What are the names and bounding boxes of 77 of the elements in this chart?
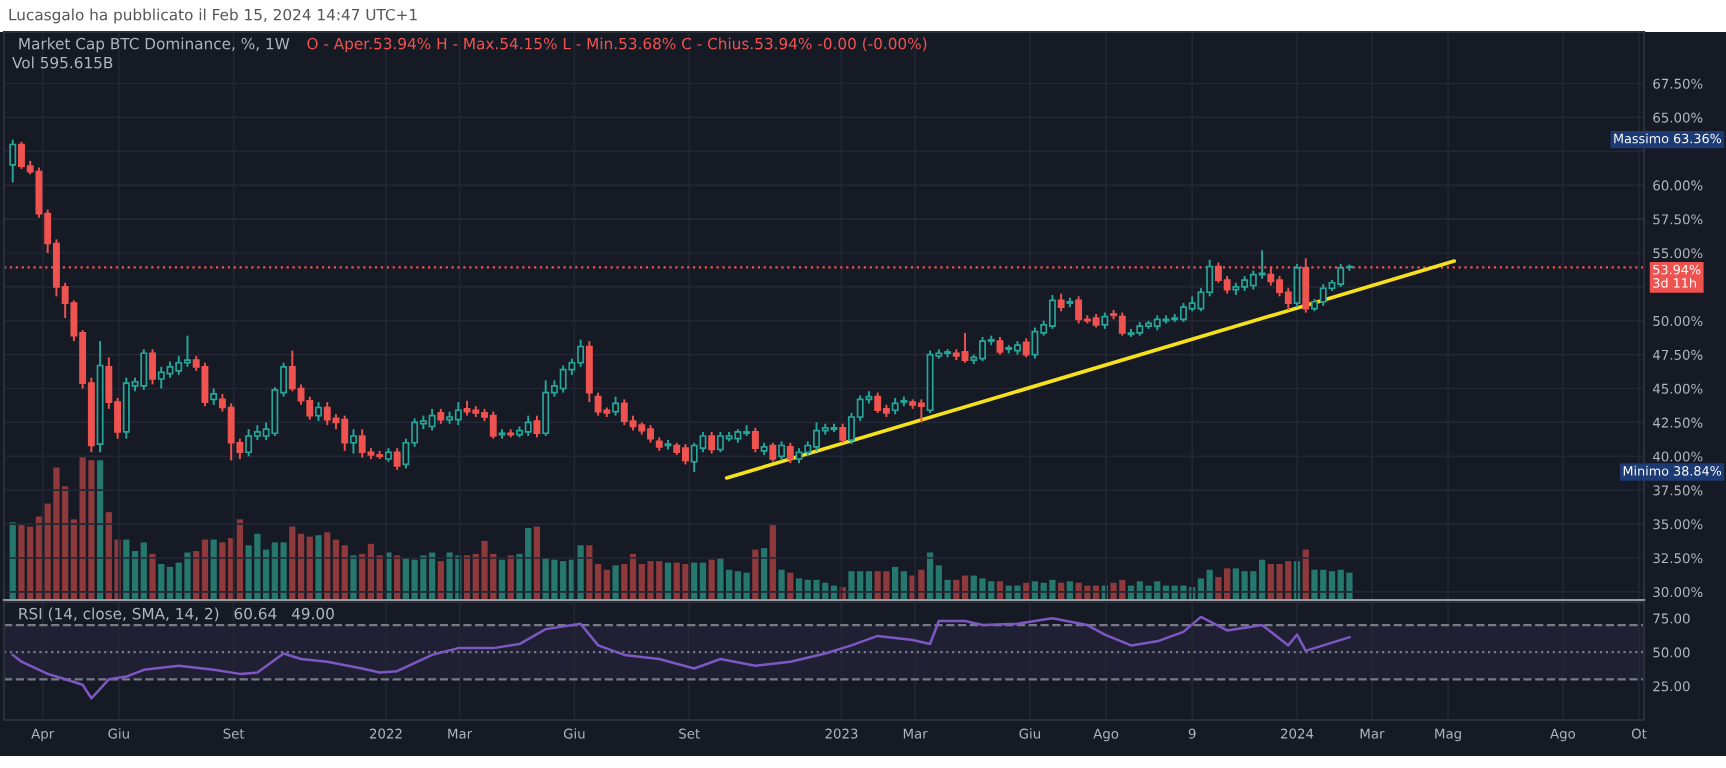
candlestick [140,348,148,391]
candlestick [9,138,17,184]
candlestick [1022,337,1030,359]
candlestick [227,402,235,462]
candlestick [594,391,602,417]
candlestick [786,441,794,465]
candlestick [533,414,541,439]
bar [88,460,95,600]
candlestick [778,440,786,462]
candlestick [917,398,925,424]
candlestick [1031,326,1039,360]
bar [778,569,785,600]
bar [1075,582,1082,600]
bar [280,542,287,600]
bar [446,552,453,600]
bar [315,535,322,600]
candlestick [1048,294,1056,330]
candlestick [751,426,759,454]
bar [883,571,890,600]
bar [53,467,60,600]
bar [1110,582,1117,600]
candlestick [559,364,567,394]
candlestick [350,428,357,455]
bar [743,572,750,600]
candlestick [524,414,532,437]
candlestick [245,428,253,458]
candlestick [306,395,314,421]
bar [612,565,619,600]
candlestick [1258,249,1266,280]
bar [219,542,226,600]
candlestick [1337,262,1345,288]
bar [350,555,357,600]
candlestick [839,422,847,444]
candlestick [874,391,882,414]
bar [717,558,724,600]
candlestick [1284,287,1292,311]
candlestick [315,401,322,423]
candlestick [1075,295,1083,325]
bar [551,559,558,600]
candlestick [175,355,183,376]
candlestick [585,340,593,404]
candlestick [428,407,436,432]
bar [1049,579,1056,600]
candlestick [341,414,349,452]
bar [848,571,855,600]
candlestick [489,410,497,440]
bar [1276,564,1283,600]
candlestick [1118,311,1126,337]
bar [647,561,654,600]
bar [979,578,986,600]
candlestick [708,430,716,455]
candlestick [201,361,209,408]
bar [1241,571,1248,600]
bar [1215,576,1222,600]
candlestick [1319,283,1327,307]
candlestick [612,395,620,417]
candlestick [323,401,331,427]
candlestick [157,365,165,390]
bar [769,525,776,600]
candlestick [961,331,969,364]
bar [813,579,820,600]
bar [184,552,191,600]
candlestick [620,398,628,427]
bar [1346,572,1353,600]
bar [149,553,156,600]
candlestick [769,441,777,463]
candlestick [358,428,366,459]
bar [1311,569,1318,600]
candlestick [149,348,156,386]
candlestick [454,401,462,427]
bar [481,540,488,600]
bar [324,532,331,600]
candlestick [690,441,698,473]
bar [96,460,104,600]
candlestick [542,379,550,437]
candlestick [393,447,401,471]
bar [18,525,25,600]
